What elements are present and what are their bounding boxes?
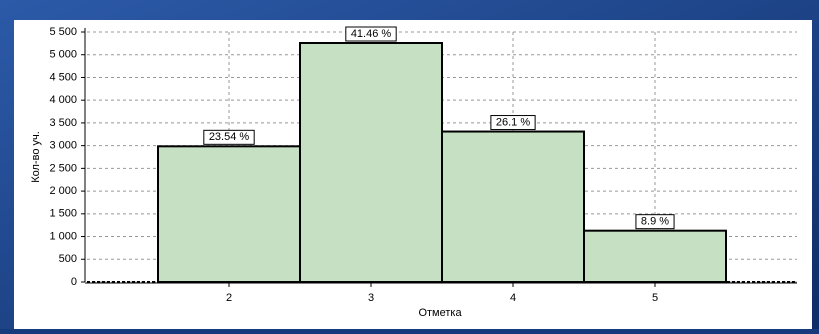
y-tick-label: 4 000 xyxy=(49,94,77,106)
data-label: 8.9 % xyxy=(641,216,669,228)
y-tick-label: 4 500 xyxy=(49,71,77,83)
y-tick-label: 5 500 xyxy=(49,26,77,38)
y-tick-label: 3 500 xyxy=(49,117,77,129)
y-tick-label: 0 xyxy=(71,276,77,288)
y-tick-label: 500 xyxy=(59,253,77,265)
data-label-box xyxy=(345,26,397,42)
data-label-box xyxy=(635,214,675,230)
x-tick-label: 3 xyxy=(368,292,374,304)
y-tick-label: 2 500 xyxy=(49,162,77,174)
bar xyxy=(299,42,443,283)
data-label-box xyxy=(203,129,255,145)
bar xyxy=(157,145,301,283)
x-tick-label: 4 xyxy=(510,292,516,304)
x-tick-label: 2 xyxy=(226,292,232,304)
y-tick-label: 1 000 xyxy=(49,230,77,242)
x-tick-label: 5 xyxy=(652,292,658,304)
data-label: 23.54 % xyxy=(209,131,250,143)
bar xyxy=(583,229,727,284)
y-tick-label: 3 000 xyxy=(49,140,77,152)
data-label: 26.1 % xyxy=(496,116,530,128)
y-tick-label: 1 500 xyxy=(49,208,77,220)
y-tick-label: 5 000 xyxy=(49,49,77,61)
y-tick-label: 2 000 xyxy=(49,185,77,197)
bar xyxy=(441,130,585,283)
y-axis-label: Кол-во уч. xyxy=(30,131,42,183)
x-axis-label: Отметка xyxy=(418,307,462,319)
data-label-box xyxy=(490,115,536,131)
data-label: 41.46 % xyxy=(351,28,392,40)
